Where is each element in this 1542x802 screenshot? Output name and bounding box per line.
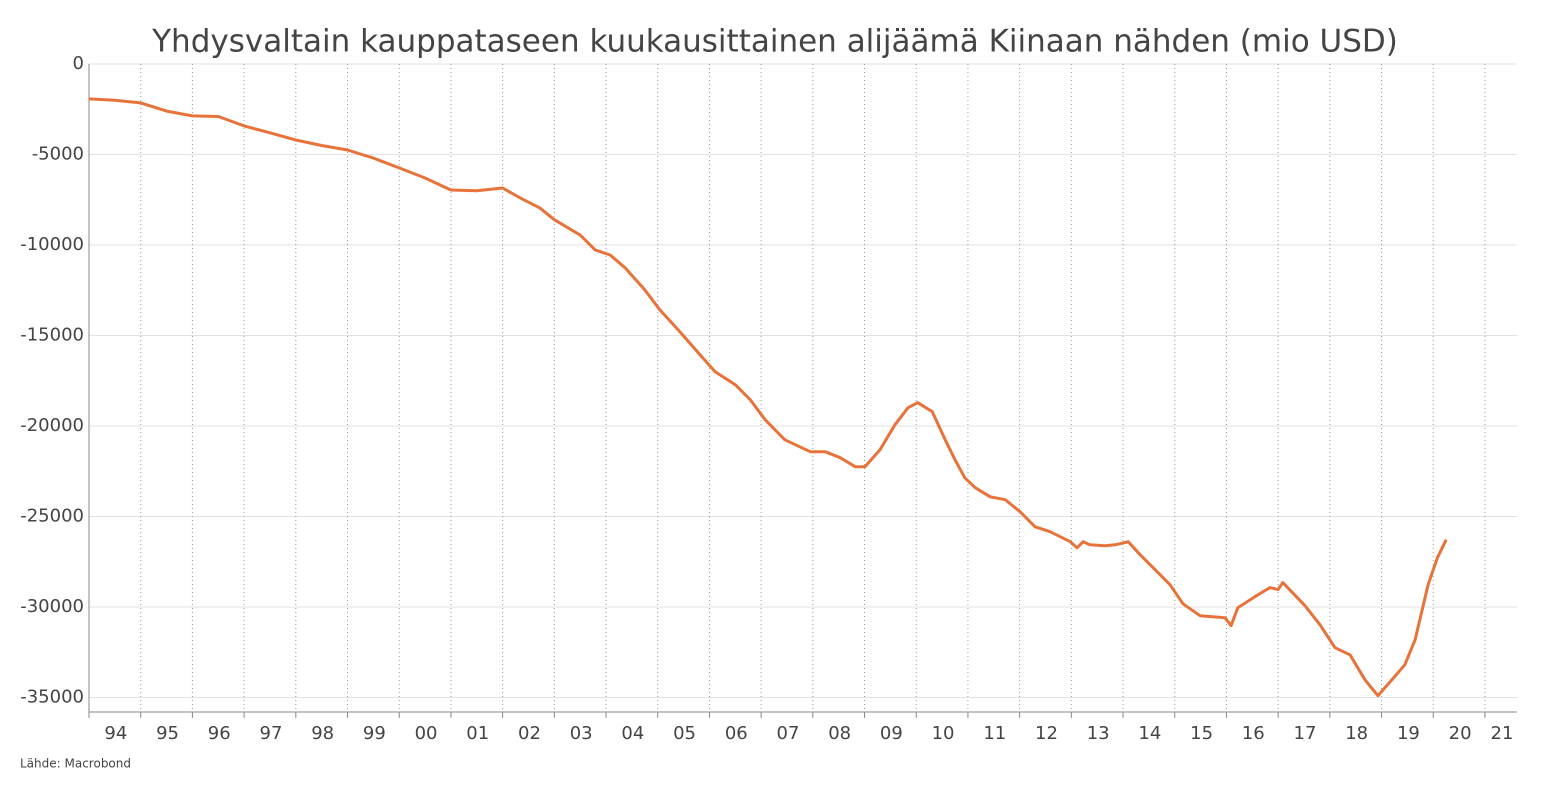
x-tick-label: 19 [1397, 723, 1420, 744]
x-tick-label: 95 [156, 723, 179, 744]
source: Lähde: Macrobond [20, 757, 131, 771]
y-tick-label: -10000 [20, 234, 84, 255]
x-tick-label: 10 [932, 723, 955, 744]
y-tick-label: 0 [73, 53, 84, 74]
x-tick-label: 21 [1491, 723, 1514, 744]
x-tick-label: 97 [260, 723, 283, 744]
x-tick-label: 20 [1449, 723, 1472, 744]
x-tick-label: 09 [880, 723, 903, 744]
y-tick-label: -5000 [32, 144, 84, 165]
x-tick-label: 96 [208, 723, 231, 744]
x-tick-label: 01 [466, 723, 489, 744]
x-tick-label: 05 [673, 723, 696, 744]
y-tick-label: -15000 [20, 325, 84, 346]
y-tick-label: -30000 [20, 596, 84, 617]
x-tick-label: 07 [777, 723, 800, 744]
y-tick-label: -20000 [20, 415, 84, 436]
x-tick-label: 98 [311, 723, 334, 744]
x-tick-label: 00 [415, 723, 438, 744]
x-tick-label: 13 [1087, 723, 1110, 744]
x-tick-label: 11 [983, 723, 1006, 744]
x-tick-label: 06 [725, 723, 748, 744]
x-tick-label: 16 [1242, 723, 1265, 744]
line [88, 97, 1448, 698]
x-tick-label: 17 [1294, 723, 1317, 744]
x-tick-label: 15 [1190, 723, 1213, 744]
y-tick-label: -35000 [20, 687, 84, 708]
x-tick-label: 99 [363, 723, 386, 744]
x-tick-label: 14 [1138, 723, 1161, 744]
x-tick-label: 94 [104, 723, 127, 744]
y-tick-label: -25000 [20, 506, 84, 527]
x-tick-label: 04 [621, 723, 644, 744]
x-tick-label: 08 [828, 723, 851, 744]
x-tick-label: 18 [1345, 723, 1368, 744]
x-tick-label: 12 [1035, 723, 1058, 744]
x-tick-label: 02 [518, 723, 541, 744]
x-tick-label: 03 [570, 723, 593, 744]
chart-title: Yhdysvaltain kauppataseen kuukausittaine… [151, 24, 1398, 60]
